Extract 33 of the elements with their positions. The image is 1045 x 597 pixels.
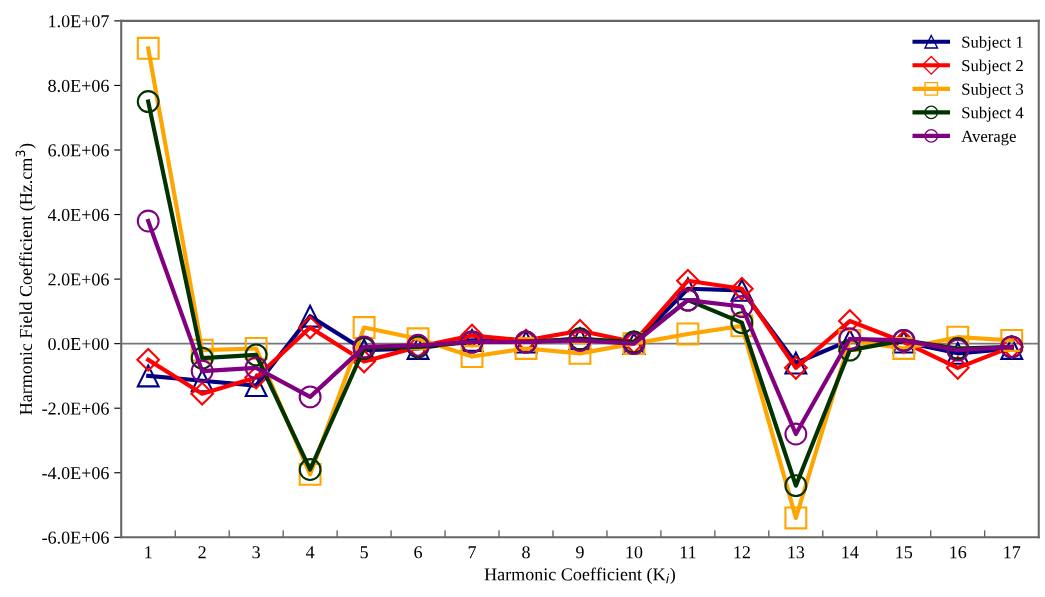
x-tick-label: 14 [842,546,859,559]
y-axis-title: Harmonic Field Coefficient (Hz.cm$^{3}$) [15,143,36,415]
x-tick-label: 4 [305,546,315,559]
x-tick-label: 6 [414,546,423,559]
x-tick-label: 2 [198,546,206,559]
x-tick-label: 8 [522,546,530,559]
legend-label: Subject 3 [962,83,1024,99]
y-tick-label: -6.0E+06 [42,531,109,544]
y-tick-label: 6.0E+06 [48,144,109,157]
x-tick-label: 7 [468,546,477,559]
x-tick-label: 12 [734,546,750,559]
legend-label: Subject 1 [962,36,1023,52]
x-tick-label: 16 [950,546,967,559]
y-tick-label: 1.0E+07 [49,15,109,28]
y-tick-label: -2.0E+06 [42,402,109,415]
x-axis-title: Harmonic Coefficient (K$_{i}$) [484,567,675,585]
y-tick-label: 2.0E+06 [48,273,109,286]
x-tick-label: 15 [896,546,913,559]
x-tick-label: 9 [576,546,584,559]
x-tick-label: 5 [360,546,368,559]
y-tick-label: 8.0E+06 [48,79,109,92]
x-tick-label: 3 [252,546,260,559]
x-tick-label: 10 [626,546,643,559]
y-tick-label: 0.0E+00 [48,337,109,351]
legend-label: Subject 2 [962,59,1023,75]
y-tick-label: 4.0E+06 [47,208,109,222]
x-tick-label: 11 [680,546,696,559]
y-tick-label: -4.0E+06 [42,467,109,480]
x-tick-label: 1 [145,546,152,559]
x-tick-label: 13 [788,546,805,559]
x-tick-label: 17 [1004,546,1021,559]
legend-label: Subject 4 [962,106,1024,122]
legend-label: Average [961,130,1016,146]
